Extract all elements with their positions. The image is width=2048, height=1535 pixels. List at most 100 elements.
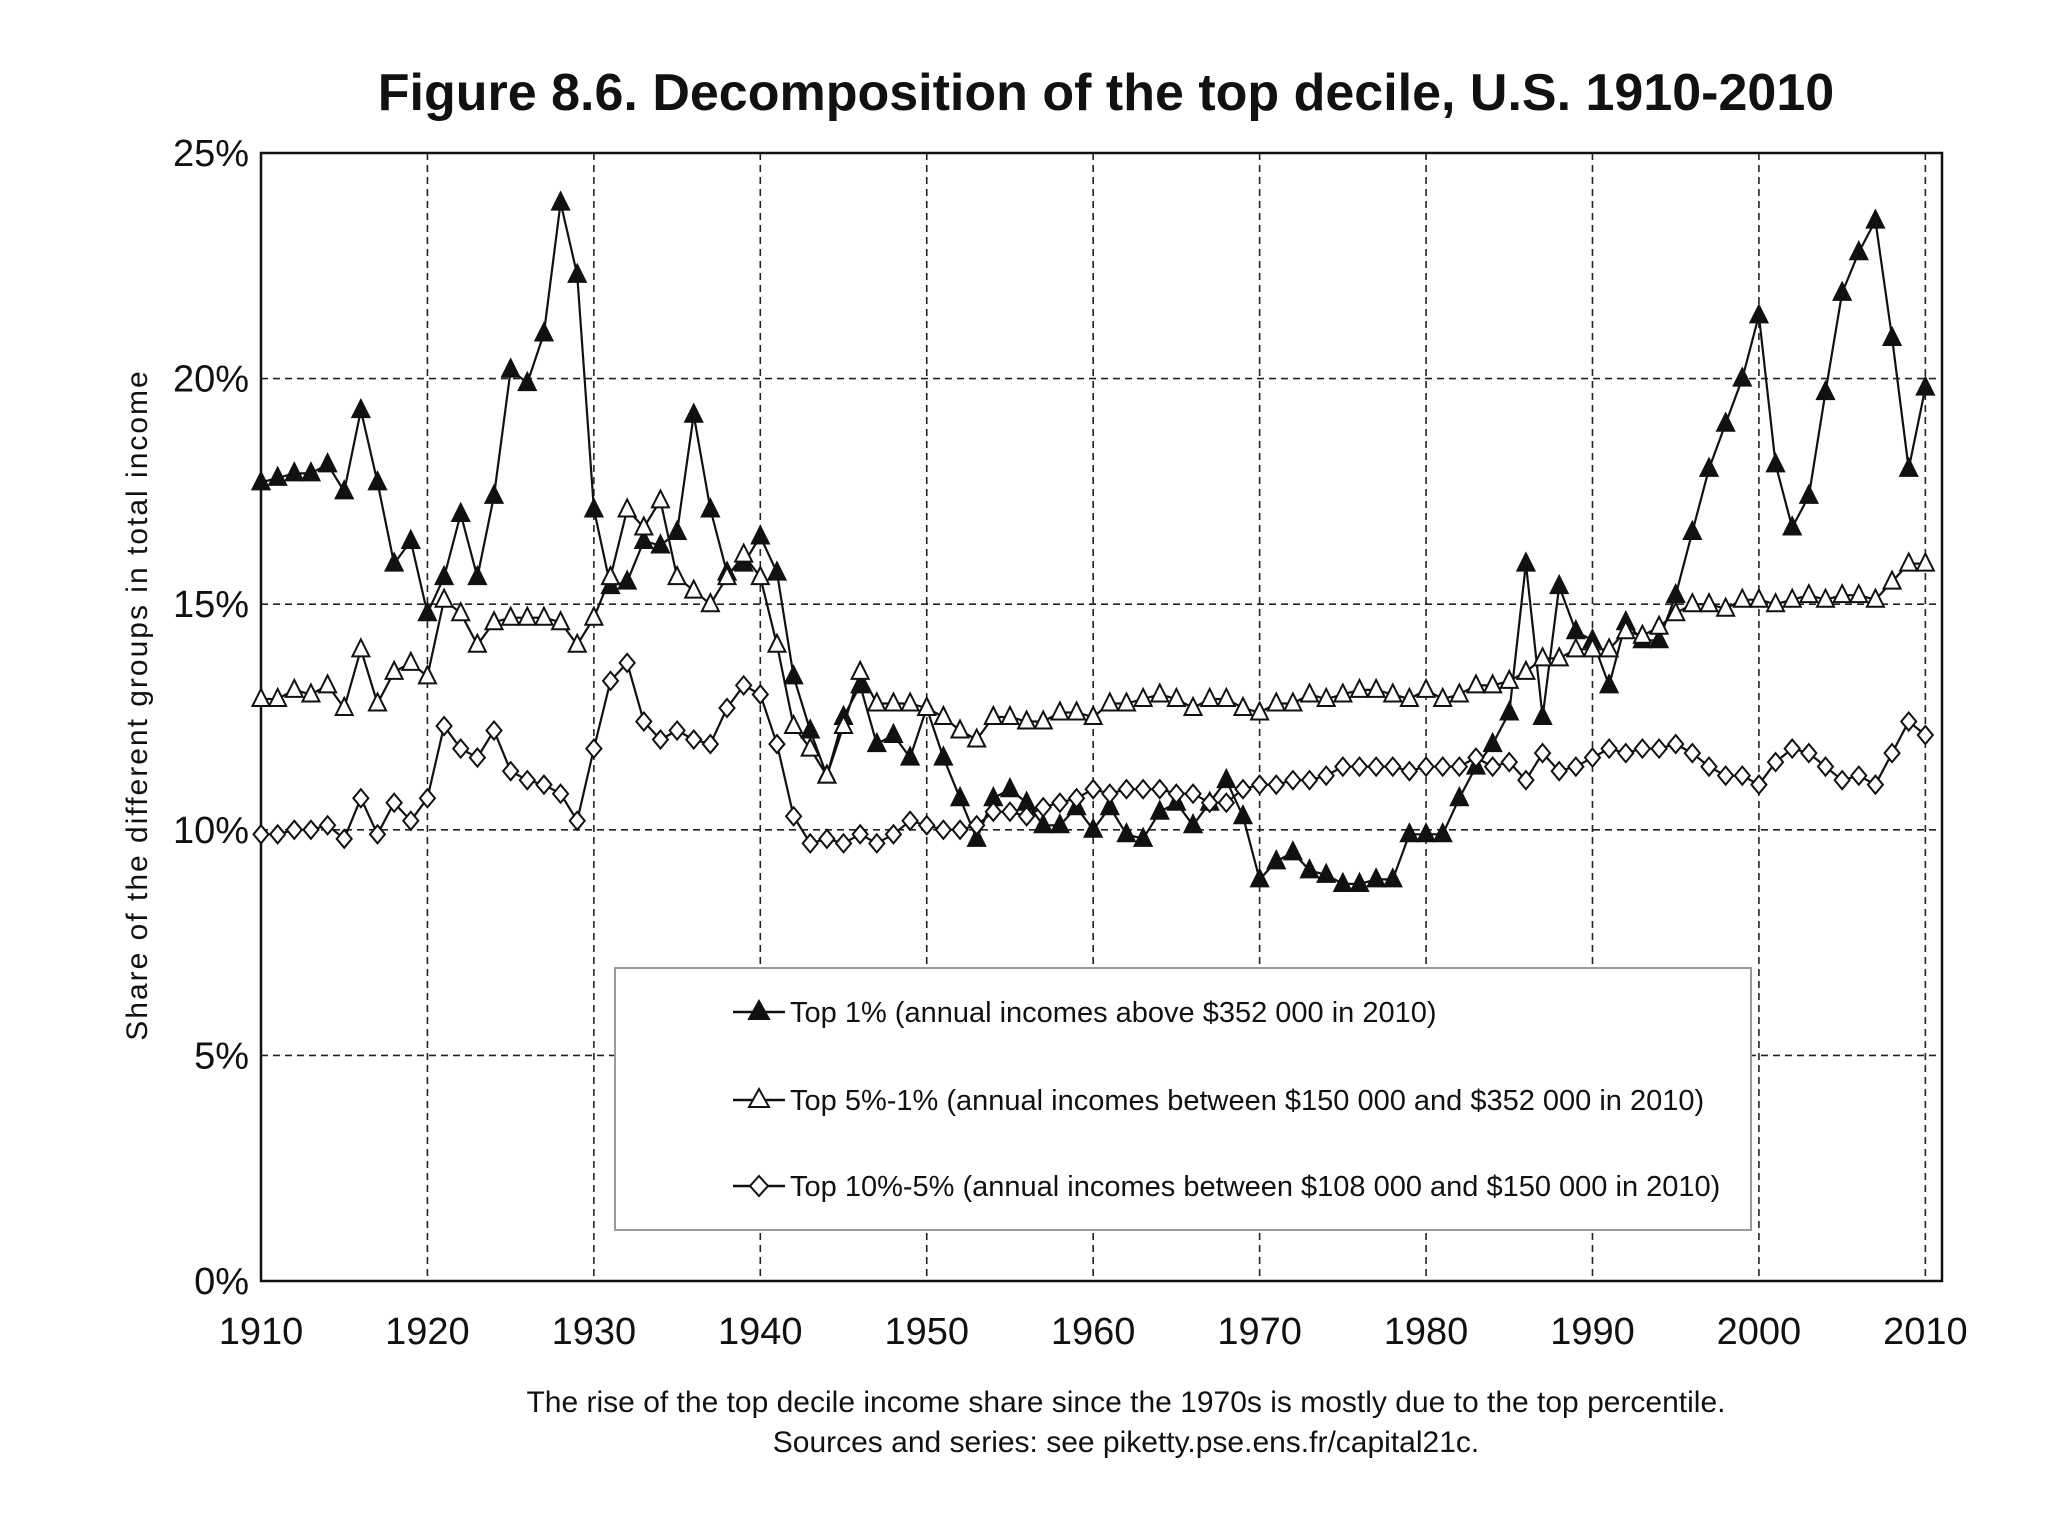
- data-point: [1881, 569, 1903, 590]
- data-point: [1682, 519, 1703, 541]
- data-point: [1698, 591, 1720, 613]
- data-point: [1167, 783, 1186, 805]
- data-point: [1732, 366, 1753, 387]
- data-point: [384, 659, 405, 680]
- data-point: [783, 664, 804, 685]
- data-point: [1832, 280, 1853, 301]
- series-group-2: [252, 652, 1935, 854]
- data-point: [483, 483, 505, 504]
- data-point: [899, 745, 921, 766]
- data-point: [518, 769, 537, 791]
- data-point: [984, 801, 1003, 823]
- data-point: [1317, 765, 1335, 787]
- data-point: [750, 524, 771, 545]
- data-point: [1648, 628, 1670, 649]
- data-point: [1432, 686, 1453, 707]
- data-point: [1415, 677, 1437, 698]
- data-point: [483, 610, 505, 631]
- data-point: [801, 832, 820, 854]
- data-point: [1034, 796, 1053, 818]
- data-point: [1499, 700, 1520, 721]
- data-point: [1200, 792, 1219, 814]
- caption-line-2: Sources and series: see piketty.pse.ens.…: [773, 1426, 1479, 1459]
- data-point: [1316, 686, 1337, 707]
- data-point: [1234, 778, 1252, 800]
- data-point: [1084, 778, 1102, 800]
- data-point: [1216, 686, 1237, 707]
- data-point: [1467, 747, 1485, 769]
- data-point: [966, 727, 987, 748]
- data-point: [1001, 801, 1019, 823]
- data-point: [1184, 783, 1202, 805]
- data-point: [1232, 804, 1254, 825]
- data-point: [1782, 587, 1803, 608]
- x-tick-label: 1950: [884, 1311, 969, 1353]
- data-point: [1249, 700, 1270, 721]
- x-tick-label: 1970: [1217, 1311, 1302, 1353]
- data-point: [618, 652, 636, 674]
- data-point: [1815, 587, 1836, 608]
- data-point: [666, 519, 688, 541]
- data-point: [533, 605, 555, 626]
- data-point: [851, 823, 869, 845]
- data-point: [334, 695, 355, 716]
- data-point: [1798, 582, 1819, 604]
- data-point: [716, 564, 738, 586]
- data-point: [1266, 691, 1287, 712]
- data-point: [1766, 751, 1785, 773]
- y-tick-label: 20%: [173, 359, 249, 401]
- data-point: [766, 632, 788, 653]
- data-point: [683, 402, 704, 423]
- data-point: [334, 479, 355, 500]
- y-tick-label: 0%: [194, 1261, 249, 1303]
- data-point: [1715, 596, 1736, 617]
- y-tick-label: 10%: [173, 810, 249, 852]
- x-tick-label: 1990: [1550, 1311, 1635, 1353]
- data-point: [1282, 840, 1304, 861]
- data-point: [583, 605, 604, 626]
- data-point: [267, 465, 288, 486]
- data-point: [550, 610, 571, 631]
- data-point: [650, 533, 671, 554]
- data-point: [250, 686, 272, 707]
- data-point: [1250, 774, 1269, 796]
- data-point: [1533, 742, 1552, 764]
- data-point: [433, 587, 455, 608]
- data-point: [1865, 208, 1886, 229]
- data-point: [1599, 637, 1620, 658]
- data-point: [1083, 817, 1104, 838]
- data-point: [1433, 756, 1452, 778]
- series-group-1: [250, 488, 1936, 784]
- data-point: [933, 704, 954, 725]
- data-point: [533, 321, 555, 342]
- data-point: [966, 826, 987, 847]
- data-point: [1650, 738, 1668, 760]
- data-point: [485, 719, 503, 742]
- data-point: [1166, 686, 1187, 707]
- data-point: [1883, 742, 1901, 764]
- data-point: [750, 564, 771, 586]
- data-point: [284, 461, 305, 482]
- data-point: [600, 564, 621, 586]
- data-point: [250, 470, 272, 491]
- data-point: [551, 783, 570, 805]
- data-point: [450, 600, 471, 622]
- data-point: [384, 551, 405, 572]
- legend-marker-top5-1: [747, 1086, 771, 1108]
- data-point: [1665, 582, 1686, 604]
- data-point: [468, 747, 487, 769]
- x-tick-label: 1920: [385, 1311, 470, 1353]
- legend-label-top10-5: Top 10%-5% (annual incomes between $108 …: [790, 1171, 1720, 1203]
- data-point: [501, 760, 520, 782]
- data-point: [901, 810, 919, 832]
- data-point: [883, 722, 904, 744]
- data-point: [284, 677, 305, 698]
- data-point: [1101, 783, 1119, 805]
- data-point: [718, 697, 736, 719]
- data-point: [1334, 756, 1352, 778]
- chart-title: Figure 8.6. Decomposition of the top dec…: [378, 64, 1834, 122]
- data-point: [1266, 849, 1287, 870]
- data-point: [1217, 792, 1236, 814]
- data-point: [934, 819, 953, 841]
- x-tick-label: 1980: [1384, 1311, 1469, 1353]
